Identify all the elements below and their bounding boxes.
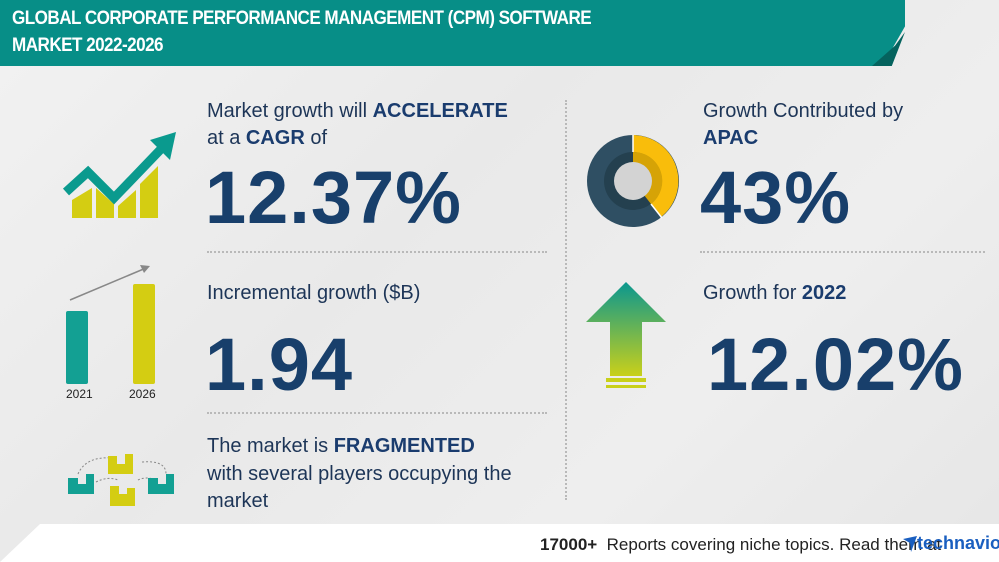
up-arrow-icon [586, 282, 666, 388]
trend-up-chart-icon [62, 132, 176, 218]
cagr-value: 12.37% [205, 156, 462, 239]
yoy-label: Growth for 2022 [703, 282, 847, 304]
fragmented-line3: market [207, 490, 269, 512]
bar-2026 [133, 284, 155, 384]
header-banner [0, 0, 905, 66]
bar-growth-icon [66, 265, 155, 384]
fragmented-line2: with several players occupying the [207, 463, 512, 485]
bar-label-2026: 2026 [129, 387, 156, 401]
divider [207, 412, 547, 414]
bar-label-2021: 2021 [66, 387, 93, 401]
divider [207, 251, 547, 253]
footer-banner [0, 524, 999, 562]
region-value: 43% [700, 156, 852, 239]
brand-name: technavio [917, 533, 999, 553]
page-title-line2: MARKET 2022-2026 [12, 35, 164, 56]
yoy-value: 12.02% [707, 323, 964, 406]
divider [700, 251, 985, 253]
region-line1: Growth Contributed by [703, 100, 904, 122]
footer-text: 17000+ Reports covering niche topics. Re… [540, 535, 942, 554]
incremental-value: 1.94 [205, 323, 354, 406]
incremental-label: Incremental growth ($B) [207, 282, 421, 304]
buildings-network-icon [68, 454, 174, 506]
bar-2021 [66, 311, 88, 384]
cagr-line1: Market growth will ACCELERATE [207, 100, 508, 122]
region-line2: APAC [703, 127, 759, 149]
technavio-logo[interactable]: technavio [903, 533, 999, 554]
technavio-flag-icon [903, 535, 917, 552]
donut-chart-icon [587, 135, 679, 227]
cagr-line2: at a CAGR of [207, 127, 328, 149]
fragmented-line1: The market is FRAGMENTED [207, 435, 475, 457]
vertical-divider [565, 100, 567, 500]
page-title-line1: GLOBAL CORPORATE PERFORMANCE MANAGEMENT … [12, 8, 592, 29]
